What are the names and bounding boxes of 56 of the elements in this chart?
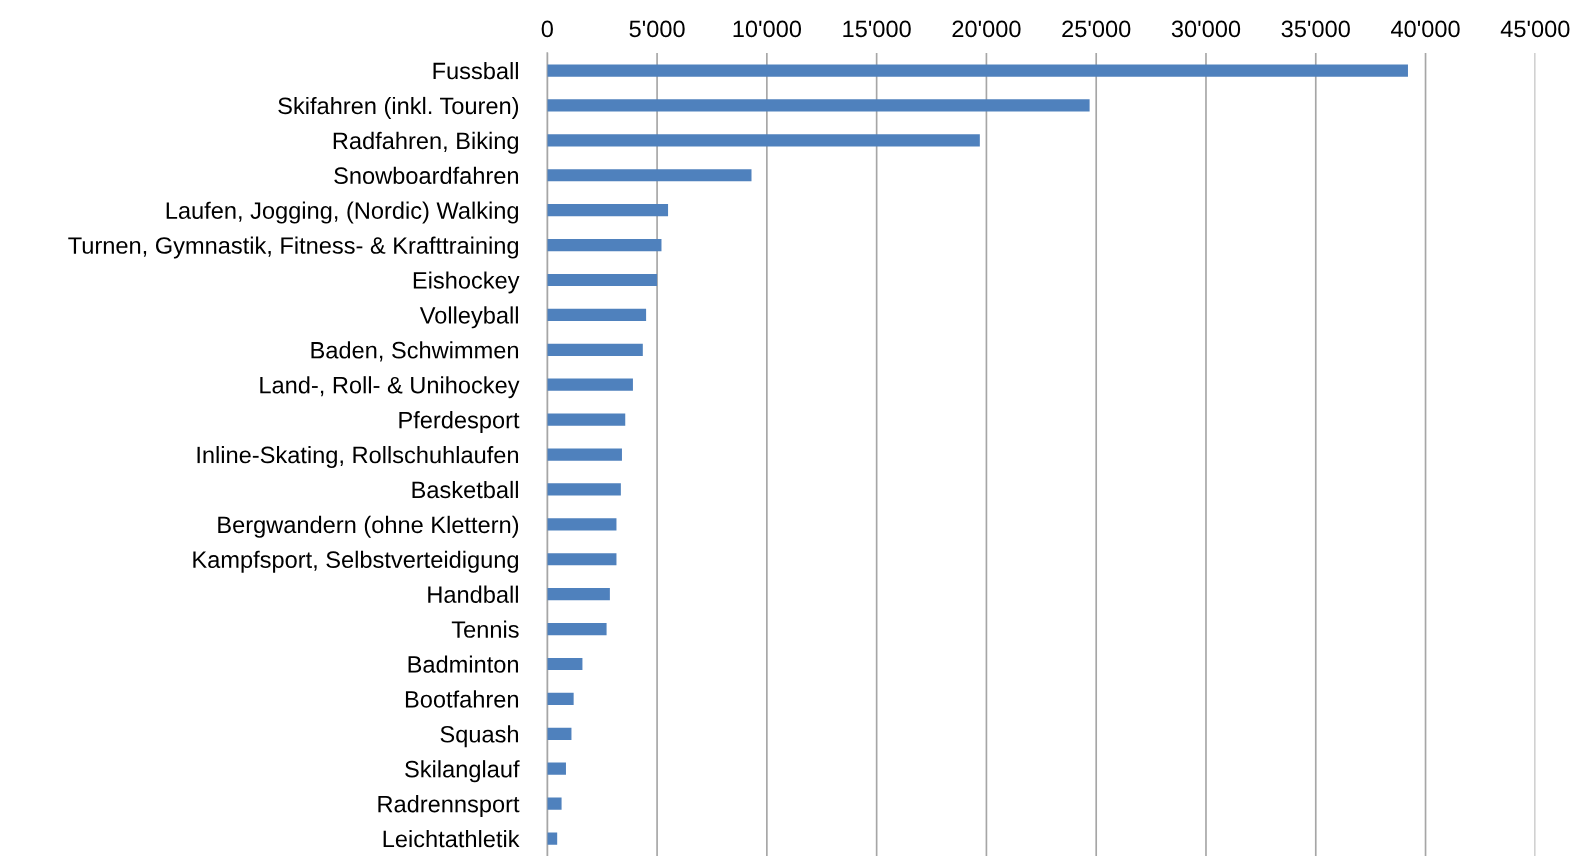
y-tick-label: Skifahren (inkl. Touren) xyxy=(278,96,519,119)
y-tick-label: Baden, Schwimmen xyxy=(311,341,518,362)
bar xyxy=(547,378,633,391)
x-tick-label: 30'000 xyxy=(1171,20,1241,38)
y-tick-label: Badminton xyxy=(408,655,518,673)
bar xyxy=(547,832,558,845)
y-tick-label: Bootfahren xyxy=(405,690,518,708)
bar xyxy=(547,238,662,252)
y-tick-label: Eishockey xyxy=(413,271,520,294)
x-tick-label: 0 xyxy=(541,20,553,38)
y-tick-label: Radrennsport xyxy=(378,795,520,818)
x-tick-label: 15'000 xyxy=(843,20,911,38)
bar xyxy=(547,518,617,531)
bar xyxy=(547,762,566,775)
bar xyxy=(547,64,1408,77)
y-tick-label: Handball xyxy=(428,585,518,603)
bar xyxy=(547,134,980,147)
bar xyxy=(547,657,583,671)
bar xyxy=(547,553,617,566)
bar xyxy=(547,692,574,706)
bar xyxy=(547,413,626,426)
y-tick-label: Volleyball xyxy=(419,306,518,329)
y-tick-label: Basketball xyxy=(412,480,518,499)
y-tick-label: Turnen, Gymnastik, Fitness- & Krafttraining xyxy=(68,236,519,259)
x-tick-label: 35'000 xyxy=(1281,20,1350,38)
x-tick-label: 40'000 xyxy=(1391,20,1460,38)
bar xyxy=(547,308,647,322)
x-tick-label: 20'000 xyxy=(952,20,1021,38)
y-tick-label: Land-, Roll- & Unihockey xyxy=(260,376,520,399)
bar xyxy=(547,448,622,461)
y-tick-label: Laufen, Jogging, (Nordic) Walking xyxy=(166,201,519,224)
bar xyxy=(547,622,607,636)
y-tick-label: Squash xyxy=(440,725,518,748)
bar xyxy=(547,204,669,217)
y-tick-label: Fussball xyxy=(433,61,518,80)
bar xyxy=(547,273,658,287)
x-tick-label: 25'000 xyxy=(1062,20,1131,38)
y-tick-label: Snowboardfahren xyxy=(334,166,519,185)
y-tick-label: Tennis xyxy=(451,620,519,638)
x-tick-label: 45'000 xyxy=(1500,20,1570,38)
x-tick-label: 5'000 xyxy=(629,20,685,38)
bar xyxy=(547,169,752,182)
bar xyxy=(547,343,643,356)
bar xyxy=(547,797,562,810)
bar xyxy=(547,727,572,740)
y-tick-label: Leichtathletik xyxy=(383,829,520,848)
bar xyxy=(547,483,621,496)
y-tick-label: Pferdesport xyxy=(399,411,520,434)
y-tick-label: Inline-Skating, Rollschuhlaufen xyxy=(197,445,519,468)
y-tick-label: Radfahren, Biking xyxy=(333,131,519,154)
bar xyxy=(547,99,1090,112)
y-tick-label: Kampfsport, Selbstverteidigung xyxy=(193,550,519,573)
x-tick-label: 10'000 xyxy=(733,20,802,38)
bar xyxy=(547,588,610,601)
y-tick-label: Skilanglauf xyxy=(405,760,520,783)
y-tick-label: Bergwandern (ohne Klettern) xyxy=(218,515,519,538)
